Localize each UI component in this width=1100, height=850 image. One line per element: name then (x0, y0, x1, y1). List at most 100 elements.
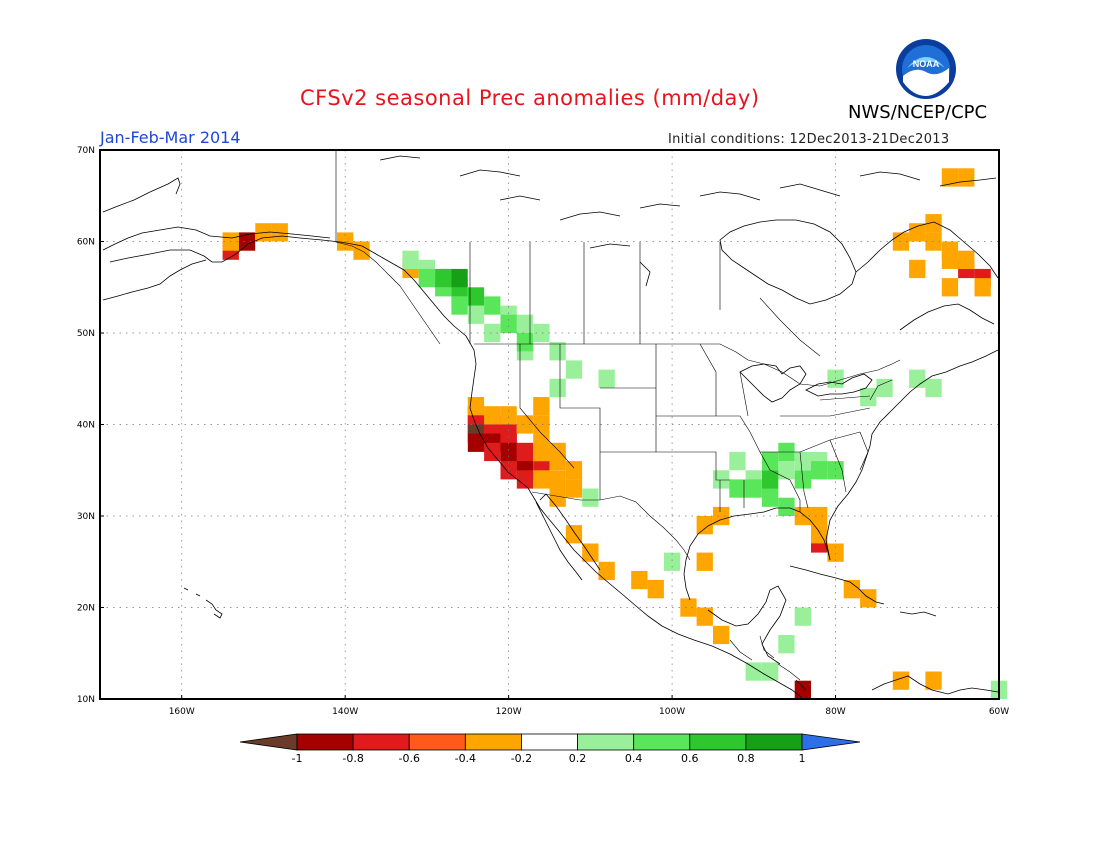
anomaly-cell (696, 516, 713, 535)
anomaly-cell (729, 479, 746, 498)
anomaly-cell (794, 451, 811, 471)
anomaly-cell (484, 323, 501, 343)
coast-labrador (855, 221, 999, 331)
anomaly-cell (467, 287, 485, 306)
anomaly-cell (827, 543, 844, 562)
coast-alaska-north (102, 226, 331, 251)
anomaly-cell (680, 598, 697, 617)
anomaly-cell (467, 305, 485, 324)
anomaly-cell (516, 442, 534, 462)
colorbar-bin (577, 733, 635, 751)
anomaly-cell (631, 570, 648, 590)
colorbar-bin (745, 733, 803, 751)
anomaly-cell (565, 525, 583, 544)
colorbar-label: -0.6 (398, 752, 419, 765)
anomaly-cell (876, 378, 893, 398)
anomaly-cell (925, 378, 942, 398)
anomaly-cell (909, 259, 926, 279)
agency-label: NWS/NCEP/CPC (848, 102, 988, 123)
anomaly-cell (467, 433, 485, 452)
anomaly-cell (549, 342, 566, 361)
anomaly-cell (762, 470, 779, 489)
colorbar-bin (633, 733, 691, 751)
anomaly-cell (925, 671, 942, 690)
anomaly-cell (696, 607, 713, 626)
coast-caribbean (789, 565, 999, 695)
anomaly-cell (500, 406, 517, 425)
anomaly-cell (500, 424, 517, 443)
anomaly-cell (713, 470, 730, 489)
anomaly-cell (925, 232, 942, 251)
anomaly-cell (647, 580, 664, 599)
anomaly-cell (745, 662, 762, 681)
lat-tick-label: 10N (77, 695, 95, 705)
anomaly-cell (811, 506, 828, 526)
anomaly-cell (549, 488, 566, 507)
colorbar-bin (464, 733, 522, 751)
anomaly-cell (778, 635, 795, 654)
lon-tick-label: 160W (169, 707, 195, 717)
anomaly-cell (565, 461, 583, 480)
lat-tick-label: 50N (77, 329, 95, 339)
anomaly-cell (516, 314, 534, 333)
anomaly-cell (516, 415, 534, 434)
anomaly-cell (549, 378, 566, 398)
coast-alaska-south (109, 235, 363, 263)
anomaly-cell (909, 369, 926, 388)
border-canada-provinces (399, 242, 821, 357)
noaa-logo-icon: NOAA (896, 39, 956, 99)
initial-conditions-label: Initial conditions: 12Dec2013-21Dec2013 (668, 132, 950, 147)
anomaly-cell (794, 680, 811, 699)
anomaly-cell (925, 214, 942, 233)
map-title: CFSv2 seasonal Prec anomalies (mm/day) (300, 86, 760, 110)
lon-tick-label: 140W (332, 707, 358, 717)
coast-alaska-west (102, 259, 207, 301)
coast-baja (535, 493, 601, 581)
anomaly-cell (794, 607, 811, 626)
coastlines (102, 155, 999, 699)
anomaly-cell (713, 625, 730, 645)
colorbar-label: 1 (799, 752, 806, 765)
anomaly-cell (533, 323, 550, 343)
anomaly-cell (598, 369, 615, 388)
anomaly-cell (745, 479, 762, 498)
anomaly-cell (843, 580, 860, 599)
colorbar-arrow-left (239, 733, 298, 751)
anomaly-cell (467, 397, 485, 416)
anomaly-cell (958, 168, 975, 187)
anomaly-cell (435, 268, 452, 288)
season-label: Jan-Feb-Mar 2014 (100, 128, 241, 147)
colorbar-arrow-right (801, 733, 861, 751)
border-alaska-canada (335, 150, 401, 287)
border-states (519, 343, 893, 512)
coast-gulf (683, 507, 831, 601)
border-us-mexico (531, 491, 691, 561)
anomaly-cell (500, 461, 517, 480)
graticule (100, 150, 999, 699)
anomaly-cell (533, 397, 550, 416)
anomaly-cell (565, 479, 583, 498)
anomaly-cell (941, 168, 959, 187)
anomaly-cell (663, 552, 681, 571)
lon-tick-label: 120W (496, 707, 522, 717)
anomaly-cell (238, 232, 256, 251)
anomaly-cell (762, 488, 779, 507)
anomaly-cell (533, 442, 550, 462)
anomaly-cell (696, 552, 713, 571)
anomaly-cell (549, 451, 566, 471)
colorbar-label: 0.8 (737, 752, 755, 765)
coast-great-lakes (739, 363, 873, 403)
political-borders (335, 150, 901, 691)
lat-tick-label: 60N (77, 238, 95, 248)
coast-arctic-islands (379, 155, 997, 287)
anomaly-cell (484, 406, 501, 425)
anomaly-cell (941, 278, 959, 297)
anomaly-cell (549, 470, 566, 489)
coast-atlantic (825, 349, 999, 561)
anomaly-cell (500, 314, 517, 333)
border-central-america (729, 635, 807, 691)
colorbar: -1 -0.8 -0.6 -0.4 -0.2 0.2 0.4 0.6 0.8 1 (239, 733, 861, 765)
anomaly-cell (778, 497, 795, 516)
colorbar-label: 0.4 (625, 752, 643, 765)
anomaly-cell (811, 461, 828, 480)
